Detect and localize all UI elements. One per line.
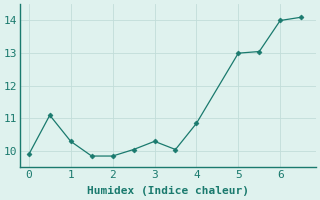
X-axis label: Humidex (Indice chaleur): Humidex (Indice chaleur) xyxy=(87,186,249,196)
